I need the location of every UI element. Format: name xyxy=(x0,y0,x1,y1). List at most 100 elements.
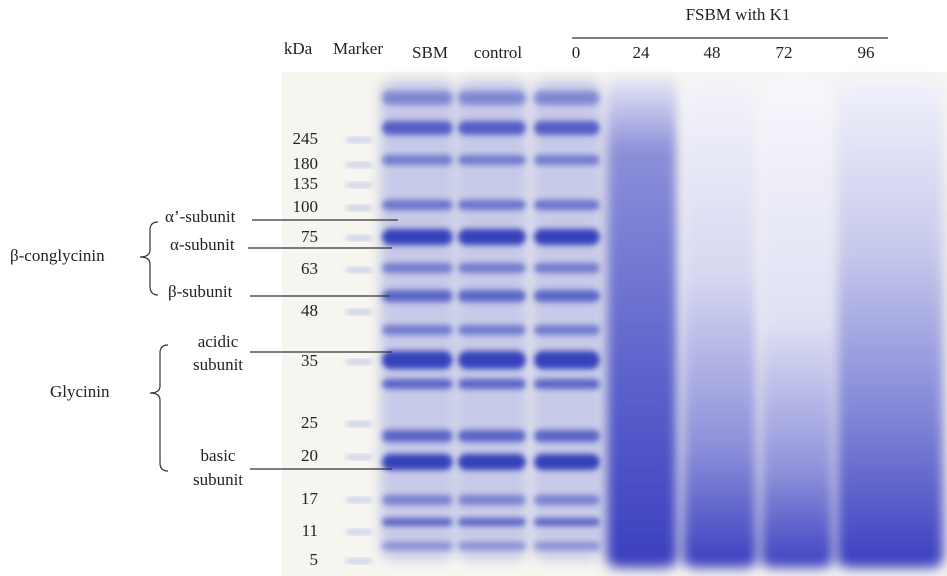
marker-size-label: 100 xyxy=(293,197,319,216)
lane-smear xyxy=(606,78,678,568)
brace xyxy=(140,222,158,295)
marker-size-label: 17 xyxy=(301,489,319,508)
gel-figure: kDa Marker SBM control FSBM with K1 β-co… xyxy=(0,0,947,576)
lane-smear xyxy=(760,78,834,568)
marker-band xyxy=(346,183,372,187)
protein-band xyxy=(534,430,600,442)
protein-band xyxy=(382,229,453,245)
protein-band xyxy=(382,542,453,550)
protein-band xyxy=(458,379,526,389)
lane-header: 0 xyxy=(572,43,581,62)
protein-band xyxy=(458,121,526,135)
subunit-label: β-subunit xyxy=(168,282,233,301)
subunit-label: subunit xyxy=(193,355,243,374)
lane-smear xyxy=(456,80,528,560)
protein-band xyxy=(382,200,453,210)
marker-size-label: 75 xyxy=(301,227,318,246)
marker-size-label: 180 xyxy=(293,154,319,173)
lane-smear xyxy=(836,78,944,568)
marker-band xyxy=(346,236,372,240)
protein-band xyxy=(458,263,526,273)
lane-header: 72 xyxy=(776,43,793,62)
protein-band xyxy=(458,430,526,442)
lane-header: control xyxy=(474,43,522,62)
marker-band xyxy=(346,310,372,314)
protein-band xyxy=(458,518,526,526)
marker-band xyxy=(346,360,372,364)
annotation-label: β-conglycinin xyxy=(10,246,105,265)
protein-band xyxy=(458,229,526,245)
protein-band xyxy=(458,325,526,335)
protein-band xyxy=(458,290,526,302)
protein-band xyxy=(534,379,600,389)
protein-band xyxy=(382,379,453,389)
marker-band xyxy=(346,530,372,534)
marker-band xyxy=(346,138,372,142)
protein-band xyxy=(534,290,600,302)
protein-band xyxy=(458,454,526,470)
protein-band xyxy=(534,325,600,335)
protein-band xyxy=(382,430,453,442)
protein-band xyxy=(382,263,453,273)
protein-band xyxy=(534,518,600,526)
group-title: FSBM with K1 xyxy=(686,5,791,24)
protein-band xyxy=(382,351,453,369)
kda-header: kDa xyxy=(284,39,313,58)
brace xyxy=(150,345,168,471)
lane-smear xyxy=(682,78,758,568)
marker-band xyxy=(346,268,372,272)
protein-band xyxy=(534,121,600,135)
marker-band xyxy=(346,206,372,210)
protein-band xyxy=(382,454,453,470)
protein-band xyxy=(534,454,600,470)
marker-band xyxy=(346,498,372,502)
marker-size-label: 135 xyxy=(293,174,319,193)
lane-smear xyxy=(380,80,455,560)
protein-band xyxy=(458,200,526,210)
lane-header: SBM xyxy=(412,43,448,62)
protein-band xyxy=(458,495,526,505)
marker-band xyxy=(346,559,372,563)
lane-header: 24 xyxy=(633,43,651,62)
marker-size-label: 20 xyxy=(301,446,318,465)
protein-band xyxy=(382,518,453,526)
gel-lanes xyxy=(346,78,944,568)
protein-band xyxy=(382,495,453,505)
protein-band xyxy=(534,229,600,245)
protein-band xyxy=(458,91,526,105)
protein-band xyxy=(534,263,600,273)
protein-band xyxy=(534,155,600,165)
lane-header: 96 xyxy=(858,43,875,62)
marker-size-label: 35 xyxy=(301,351,318,370)
marker-band xyxy=(346,163,372,167)
lane-smear xyxy=(532,80,602,560)
marker-size-label: 63 xyxy=(301,259,318,278)
protein-band xyxy=(534,542,600,550)
marker-band xyxy=(346,455,372,459)
subunit-label: subunit xyxy=(193,470,243,489)
subunit-label: α-subunit xyxy=(170,235,235,254)
protein-band xyxy=(382,290,453,302)
annotation-label: Glycinin xyxy=(50,382,110,401)
protein-band xyxy=(382,325,453,335)
protein-band xyxy=(534,91,600,105)
protein-band xyxy=(458,155,526,165)
marker-band xyxy=(346,422,372,426)
subunit-label: α’-subunit xyxy=(165,207,236,226)
protein-band xyxy=(382,155,453,165)
protein-band xyxy=(458,542,526,550)
protein-band xyxy=(458,351,526,369)
lane-header: 48 xyxy=(704,43,721,62)
protein-band xyxy=(382,91,453,105)
protein-band xyxy=(534,351,600,369)
marker-size-label: 25 xyxy=(301,413,318,432)
marker-size-label: 5 xyxy=(310,550,319,569)
protein-band xyxy=(534,200,600,210)
marker-header: Marker xyxy=(333,39,383,58)
protein-band xyxy=(534,495,600,505)
marker-size-label: 11 xyxy=(302,521,318,540)
marker-size-label: 48 xyxy=(301,301,318,320)
protein-band xyxy=(382,121,453,135)
marker-size-label: 245 xyxy=(293,129,319,148)
subunit-label: acidic xyxy=(198,332,239,351)
